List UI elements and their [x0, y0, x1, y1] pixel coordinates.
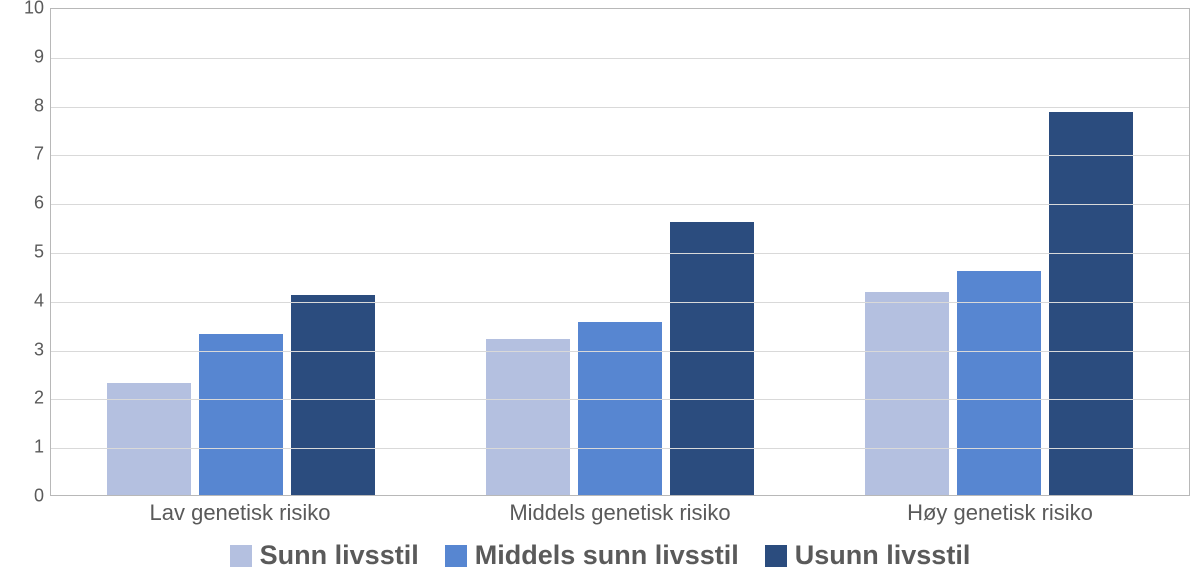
bar-groups — [51, 9, 1189, 495]
bar — [670, 222, 754, 495]
gridline — [51, 253, 1189, 254]
gridline — [51, 448, 1189, 449]
bar — [865, 292, 949, 495]
legend-label: Middels sunn livsstil — [475, 540, 739, 571]
y-tick-label: 1 — [4, 437, 44, 458]
category-labels: Lav genetisk risikoMiddels genetisk risi… — [50, 500, 1190, 526]
bar-group — [430, 9, 809, 495]
bar-cluster — [810, 9, 1189, 495]
category-label: Middels genetisk risiko — [430, 500, 810, 526]
legend-label: Usunn livsstil — [795, 540, 971, 571]
gridline — [51, 399, 1189, 400]
gridline — [51, 58, 1189, 59]
bar — [957, 271, 1041, 495]
y-tick-label: 6 — [4, 193, 44, 214]
gridline — [51, 107, 1189, 108]
gridline — [51, 302, 1189, 303]
bar — [578, 322, 662, 495]
y-tick-label: 7 — [4, 144, 44, 165]
legend-item: Middels sunn livsstil — [445, 540, 739, 571]
legend-swatch — [765, 545, 787, 567]
category-label: Høy genetisk risiko — [810, 500, 1190, 526]
legend-swatch — [445, 545, 467, 567]
bar-cluster — [430, 9, 809, 495]
legend-item: Usunn livsstil — [765, 540, 971, 571]
gridline — [51, 351, 1189, 352]
bar — [486, 339, 570, 495]
gridline — [51, 155, 1189, 156]
y-tick-label: 10 — [4, 0, 44, 19]
y-tick-label: 9 — [4, 46, 44, 67]
bar-group — [810, 9, 1189, 495]
legend-label: Sunn livsstil — [260, 540, 419, 571]
bar — [1049, 112, 1133, 495]
y-tick-label: 2 — [4, 388, 44, 409]
gridline — [51, 204, 1189, 205]
bar-cluster — [51, 9, 430, 495]
plot-area — [50, 8, 1190, 496]
y-tick-label: 0 — [4, 486, 44, 507]
y-tick-label: 5 — [4, 242, 44, 263]
y-tick-label: 8 — [4, 95, 44, 116]
legend-swatch — [230, 545, 252, 567]
bar-group — [51, 9, 430, 495]
bar — [199, 334, 283, 495]
category-label: Lav genetisk risiko — [50, 500, 430, 526]
legend-item: Sunn livsstil — [230, 540, 419, 571]
legend: Sunn livsstil Middels sunn livsstil Usunn … — [0, 540, 1200, 571]
y-tick-label: 3 — [4, 339, 44, 360]
y-tick-label: 4 — [4, 290, 44, 311]
bar — [291, 295, 375, 495]
lifestyle-risk-chart: Lav genetisk risikoMiddels genetisk risi… — [0, 0, 1200, 583]
